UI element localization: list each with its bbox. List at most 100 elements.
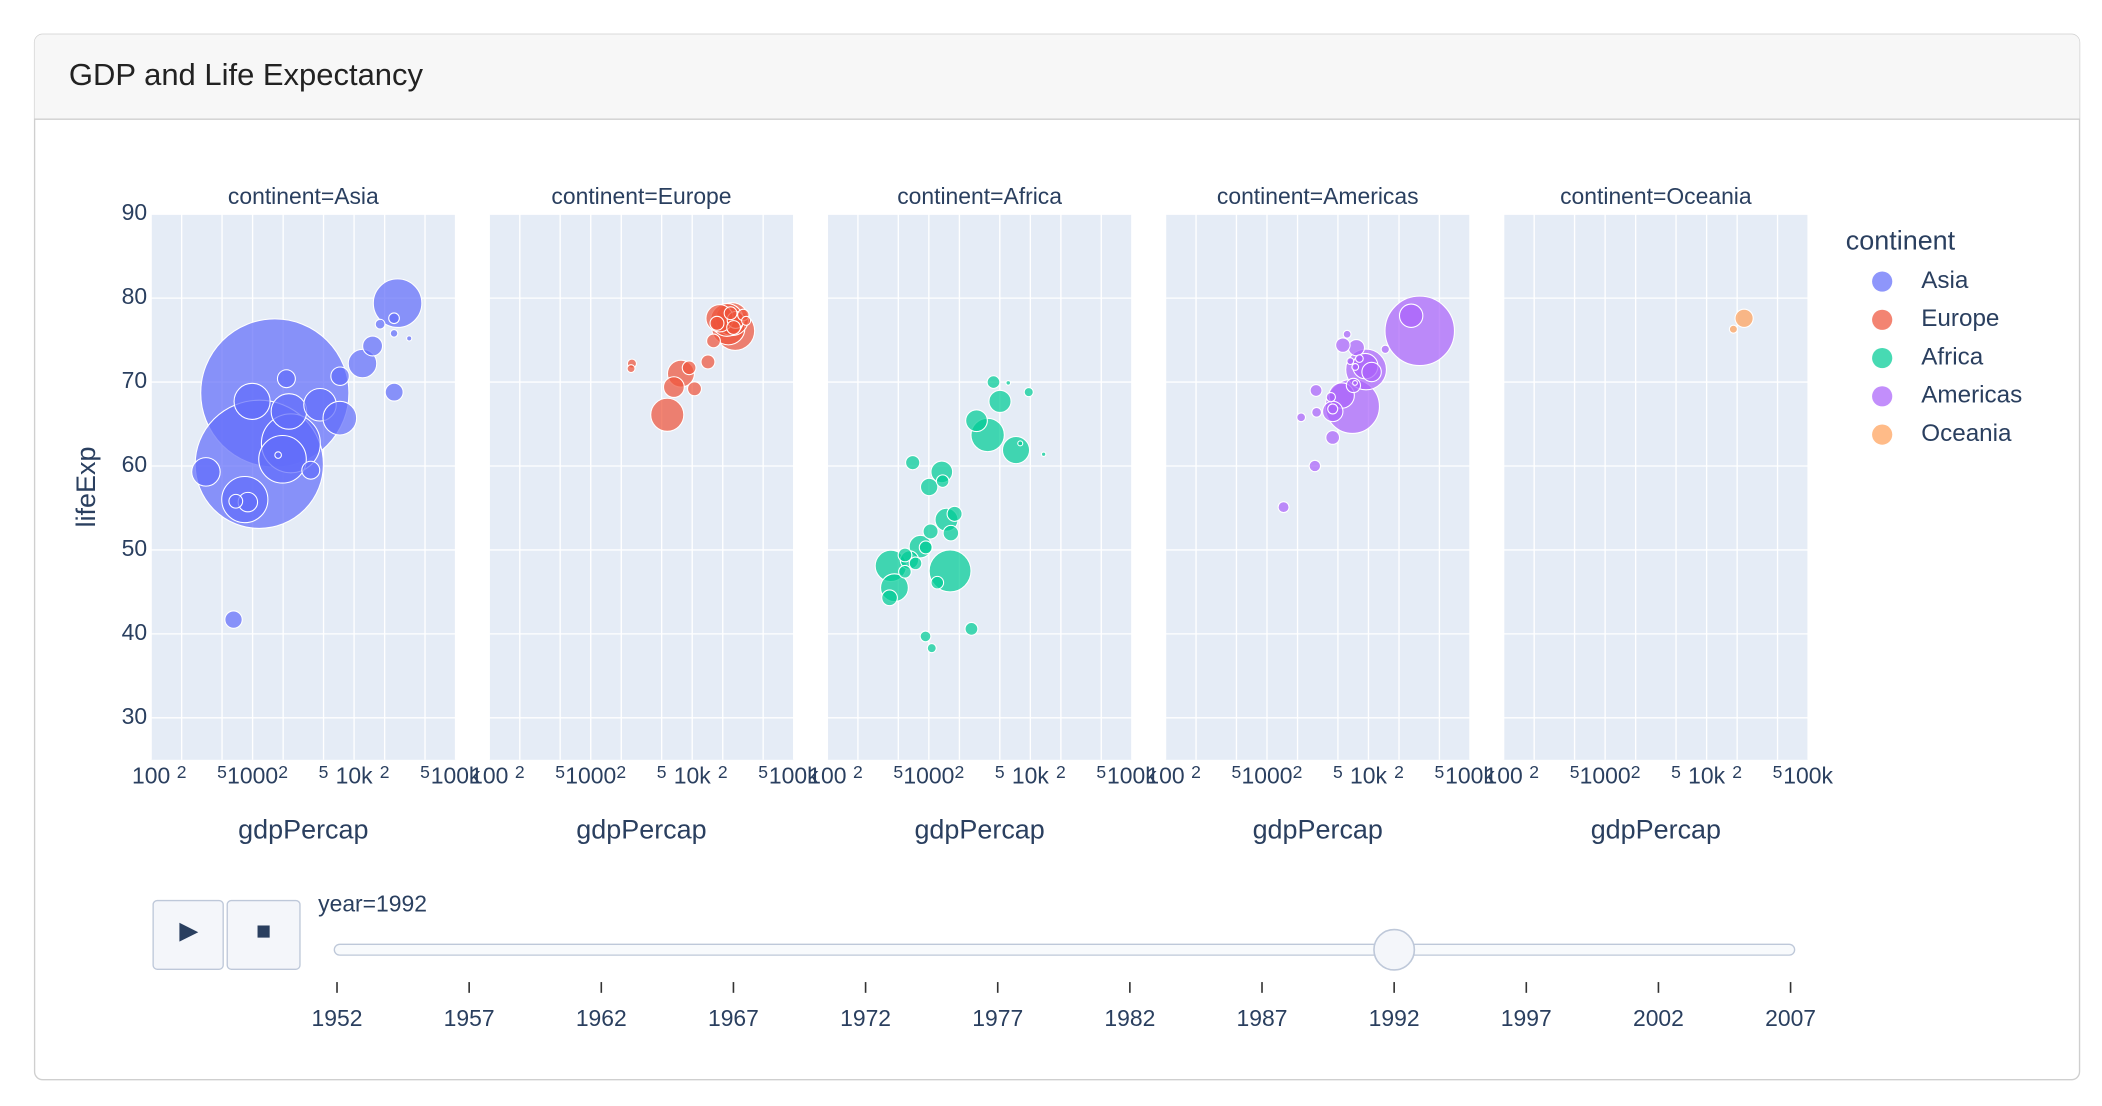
facet: 100 2 5 1000 2 5 10k 2 5 100k30405060708090lifeEx… [71, 183, 481, 844]
facet: 100 2 5 1000 2 5 10k 2 5 100kcontinent=Oceaniagdp… [1485, 183, 1834, 844]
slider-tick-label: 1977 [972, 1005, 1023, 1031]
x-tick-label: 100 [808, 762, 846, 788]
bubble [1355, 354, 1364, 363]
x-tick-label: 2 [1732, 762, 1742, 782]
legend-title: continent [1846, 226, 1956, 256]
x-tick-label: 5 [1773, 762, 1783, 782]
bubble [1345, 377, 1362, 394]
bubble [1734, 308, 1754, 328]
legend-item[interactable]: Africa [1872, 343, 1984, 370]
x-tick-label: 1000 [903, 762, 954, 788]
x-tick-label: 10k [1012, 762, 1049, 788]
bubble [926, 643, 937, 654]
bubble [650, 397, 685, 432]
legend-label: Americas [1921, 382, 2022, 409]
y-axis-title: lifeExp [71, 447, 101, 528]
plot-background [827, 214, 1132, 760]
bubble [372, 278, 423, 328]
bubble [1001, 435, 1031, 465]
bubble [1325, 392, 1336, 403]
play-button[interactable] [152, 899, 224, 970]
bubble [1308, 459, 1322, 473]
bubble [301, 460, 321, 480]
slider-tick-label: 1962 [576, 1005, 627, 1031]
bubble [1352, 379, 1358, 386]
legend-item[interactable]: Americas [1872, 382, 2022, 409]
facet-title: continent=Americas [1217, 183, 1419, 209]
slider-handle[interactable] [1373, 928, 1416, 971]
slider-tick-label: 1952 [312, 1005, 363, 1031]
bubble [1335, 337, 1351, 353]
x-tick-label: 100 [1146, 762, 1184, 788]
x-tick-label: 5 [555, 762, 565, 782]
stop-icon [257, 925, 270, 938]
x-tick-label: 5 [995, 762, 1005, 782]
bubble [741, 315, 752, 326]
x-tick-label: 5 [1435, 762, 1445, 782]
bubble [919, 477, 939, 497]
x-tick-label: 100k [1107, 762, 1157, 788]
bubble [706, 333, 721, 349]
facet-title: continent=Oceania [1560, 183, 1752, 209]
markers [1277, 295, 1456, 514]
bubble [935, 474, 950, 488]
slider-rail[interactable] [333, 943, 1796, 956]
slider-tick-label: 2002 [1633, 1005, 1684, 1031]
markers [626, 302, 756, 432]
x-tick-label: 1000 [1580, 762, 1631, 788]
legend-swatch [1872, 424, 1893, 445]
x-tick-label: 5 [1232, 762, 1242, 782]
bubble [942, 524, 960, 542]
bubble [946, 505, 963, 522]
bubble [908, 556, 923, 571]
slider-tick-label: 1997 [1501, 1005, 1552, 1031]
y-tick-label: 40 [122, 619, 147, 645]
legend-item[interactable]: Oceania [1872, 420, 2012, 447]
bubble [347, 348, 378, 379]
bubble [1361, 361, 1382, 383]
x-tick-label: 2 [177, 762, 187, 782]
bubble [1325, 430, 1341, 445]
bubble [662, 376, 685, 399]
x-tick-label: 10k [1688, 762, 1725, 788]
stop-button[interactable] [226, 899, 301, 970]
x-tick-label: 5 [1096, 762, 1106, 782]
bubble [723, 306, 738, 321]
x-tick-label: 5 [1570, 762, 1580, 782]
slider-tick-label: 1987 [1237, 1005, 1288, 1031]
y-tick-label: 70 [122, 367, 147, 393]
x-tick-label: 2 [1056, 762, 1066, 782]
x-tick-label: 100 [132, 762, 170, 788]
bubble [224, 610, 243, 629]
legend-item[interactable]: Europe [1872, 305, 1999, 332]
x-tick-label: 100 [1485, 762, 1523, 788]
bubble [709, 315, 725, 331]
markers [191, 278, 423, 629]
x-tick-label: 5 [1333, 762, 1343, 782]
y-tick-label: 60 [122, 451, 147, 477]
bubble [1347, 338, 1366, 357]
facet-title: continent=Africa [897, 183, 1062, 209]
plot-background [1503, 214, 1809, 760]
bubble [1005, 380, 1012, 386]
legend-swatch [1872, 386, 1893, 407]
slider-current-value: year=1992 [318, 890, 427, 916]
bubble [1327, 403, 1339, 415]
bubble [930, 575, 945, 590]
bubble [700, 354, 716, 370]
markers [1728, 308, 1754, 334]
bubble [1277, 501, 1290, 514]
bubble [374, 318, 386, 330]
bubble [1296, 412, 1307, 423]
bubble [965, 409, 988, 433]
x-tick-label: 100 [470, 762, 508, 788]
x-tick-label: 100k [431, 762, 481, 788]
x-tick-label: 5 [893, 762, 903, 782]
bubble [687, 381, 703, 397]
bubble [626, 364, 636, 374]
x-tick-label: 1000 [1242, 762, 1293, 788]
legend-item[interactable]: Asia [1872, 267, 1969, 294]
legend-swatch [1872, 309, 1893, 330]
slider-tick-label: 1972 [840, 1005, 891, 1031]
